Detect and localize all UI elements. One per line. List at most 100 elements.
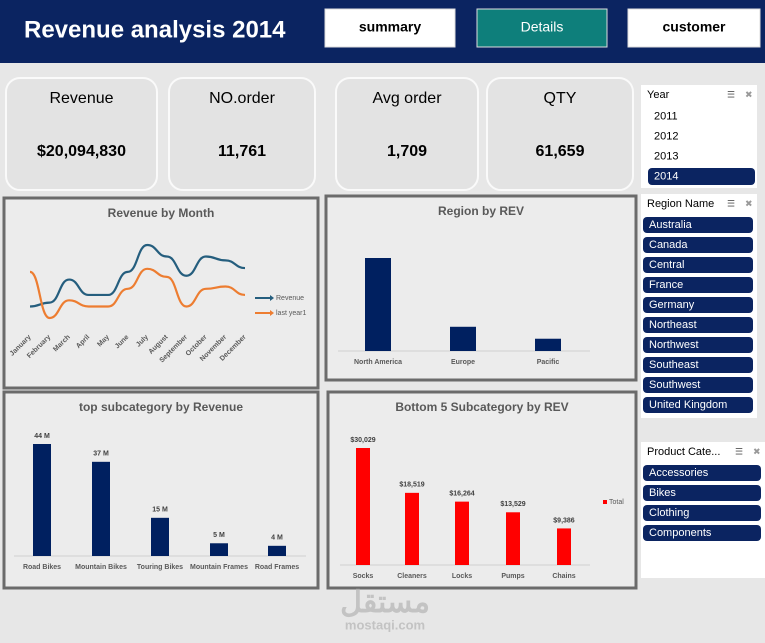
slicer-item[interactable] [643,505,761,521]
nav-button-label[interactable]: summary [359,19,421,35]
slicer-item[interactable] [643,485,761,501]
slicer-item[interactable] [643,217,753,233]
kpi-card [486,77,634,191]
kpi-label: NO.order [209,90,275,107]
chart-title: top subcategory by Revenue [79,400,243,414]
slicer-icon-multiselect: ☰ [735,446,743,456]
bar [210,543,228,556]
slicer-item-label[interactable]: Southeast [649,359,699,371]
kpi-card [335,77,479,191]
chart-panel [2,390,320,590]
legend-swatch [603,500,607,504]
slicer-item[interactable] [648,168,755,185]
slicer-item-label[interactable]: United Kingdom [649,399,727,411]
x-tick-label: Touring Bikes [137,564,183,571]
slicer-item[interactable] [648,148,755,165]
slicer-item-label[interactable]: Northeast [649,319,697,331]
bar [506,512,520,565]
slicer-item-label[interactable]: Central [649,259,684,271]
data-label: 5 M [213,532,225,539]
slicer-icon-multiselect: ☰ [727,198,735,208]
x-tick-label: Pacific [537,359,560,366]
slicer-item-label[interactable]: Bikes [649,487,676,499]
slicer-item[interactable] [643,297,753,313]
slicer-item-label[interactable]: Accessories [649,467,709,479]
slicer-item-label[interactable]: France [649,279,683,291]
nav-button[interactable] [627,8,761,48]
data-label: $16,264 [449,490,474,497]
x-tick-label: Road Frames [255,564,299,571]
bar [450,326,476,351]
slicer-item[interactable] [643,337,753,353]
dashboard-title: Revenue analysis 2014 [24,16,286,43]
kpi-label: Revenue [49,90,113,107]
data-label: $13,529 [500,501,525,508]
slicer-item[interactable] [643,257,753,273]
slicer-item-label[interactable]: Components [649,527,712,539]
slicer-icon-clear: ✖ [745,89,753,99]
slicer-item[interactable] [643,357,753,373]
slicer-title: Year [647,89,670,101]
slicer-icon-clear: ✖ [753,446,761,456]
data-label: 4 M [271,535,283,542]
kpi-value: 1,709 [387,143,427,160]
slicer-item[interactable] [643,317,753,333]
data-label: $9,386 [553,517,575,524]
nav-button[interactable] [324,8,456,48]
bar [33,444,51,556]
data-label: 37 M [93,451,109,458]
kpi-value: 11,761 [218,143,266,160]
legend-label: last year1 [276,310,306,317]
x-tick-label: Locks [452,573,472,580]
line-series [29,267,246,320]
kpi-label: QTY [544,90,577,107]
chart-panel [2,196,320,390]
slicer-item-label[interactable]: Northwest [649,339,699,351]
chart-title: Revenue by Month [108,206,215,220]
watermark: mostaqi.com [345,617,425,632]
bar [151,517,169,556]
slicer-title: Product Cate... [647,446,720,458]
slicer-item-label[interactable]: Canada [649,239,688,251]
slicer-icon-multiselect: ☰ [727,89,735,99]
slicer-item-label[interactable]: Australia [649,219,693,231]
slicer-item[interactable] [643,397,753,413]
slicer-item-label[interactable]: 2014 [654,170,678,182]
slicer-item[interactable] [643,277,753,293]
data-label: 15 M [152,507,168,514]
legend-arrow [270,310,274,316]
x-tick-label: Cleaners [397,573,427,580]
slicer-item-label[interactable]: 2012 [654,130,678,142]
chart-panel [326,390,638,590]
line-series [29,243,246,308]
nav-button-label[interactable]: customer [662,19,726,35]
slicer-item-label[interactable]: 2011 [654,110,678,122]
bar [535,338,561,351]
bar [92,461,110,556]
x-tick-label: Socks [353,573,374,580]
slicer-title: Region Name [647,198,714,210]
kpi-label: Avg order [372,90,442,107]
watermark: مستقل [340,586,430,619]
slicer-item[interactable] [643,525,761,541]
bar [356,448,370,565]
slicer-item[interactable] [648,128,755,145]
nav-button[interactable] [476,8,608,48]
slicer-item-label[interactable]: Southwest [649,379,700,391]
slicer-item[interactable] [648,108,755,125]
chart-title: Bottom 5 Subcategory by REV [395,400,568,414]
x-tick-label: North America [354,359,402,366]
slicer-item[interactable] [643,465,761,481]
kpi-value: 61,659 [536,143,585,160]
slicer-item[interactable] [643,237,753,253]
slicer-item-label[interactable]: Clothing [649,507,689,519]
legend-arrow [270,295,274,301]
legend-label: Revenue [276,295,304,302]
nav-button-label[interactable]: Details [521,19,564,35]
x-tick-label: Road Bikes [23,564,61,571]
data-label: $18,519 [399,482,424,489]
slicer-item[interactable] [643,377,753,393]
slicer-item-label[interactable]: 2013 [654,150,678,162]
slicer-item-label[interactable]: Germany [649,299,695,311]
